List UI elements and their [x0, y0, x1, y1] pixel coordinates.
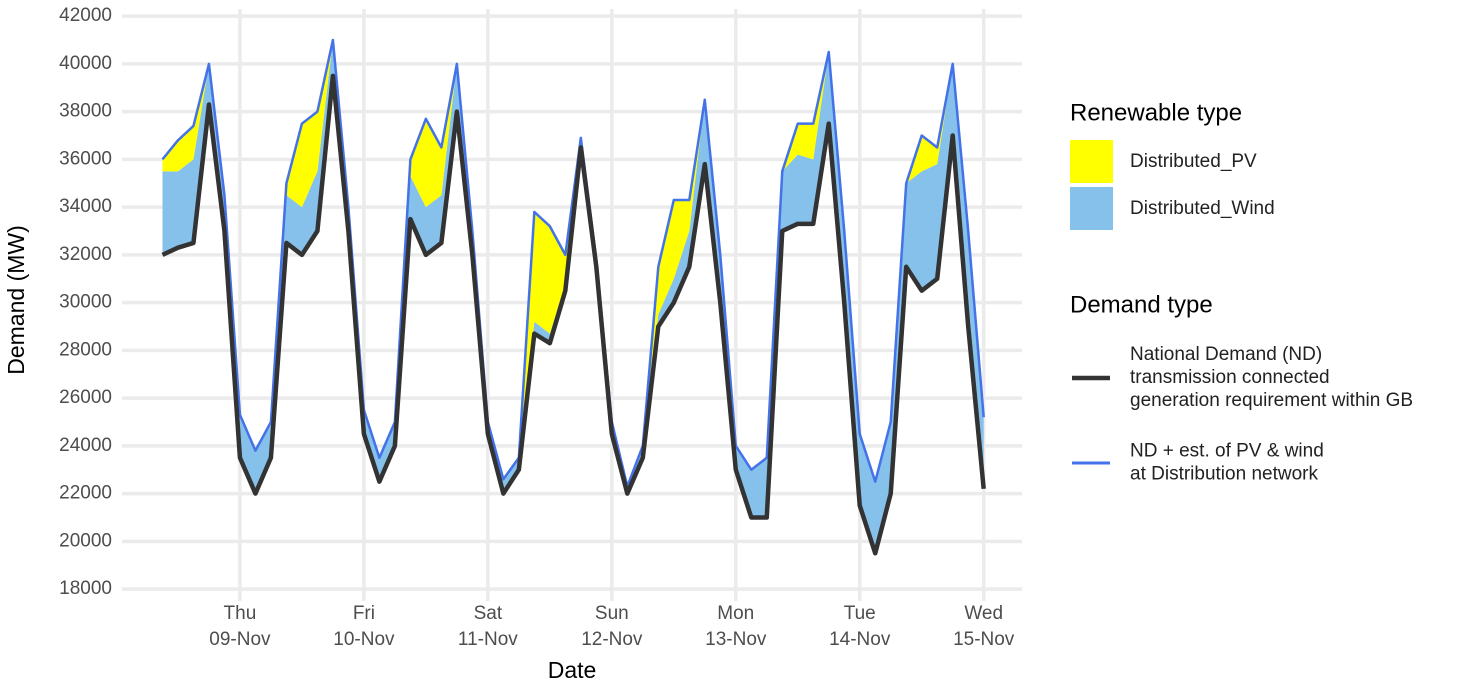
- legend-label: Distributed_PV: [1130, 151, 1257, 172]
- y-tick-label: 18000: [59, 578, 112, 599]
- y-tick-label: 30000: [59, 292, 112, 313]
- x-tick-label: Thu 09-Nov: [209, 603, 271, 650]
- y-tick-label: 26000: [59, 387, 112, 408]
- y-tick-label: 32000: [59, 244, 112, 265]
- y-tick-label: 42000: [59, 5, 112, 26]
- line: [161, 38, 985, 488]
- line: [161, 73, 986, 556]
- y-tick-label: 38000: [59, 101, 112, 122]
- y-tick-label: 22000: [59, 483, 112, 504]
- legend-label: ND + est. of PV & wind at Distribution ne…: [1130, 441, 1324, 485]
- x-tick-label: Mon 13-Nov: [705, 603, 767, 650]
- y-tick-label: 24000: [59, 435, 112, 456]
- x-tick-label: Sat 11-Nov: [458, 603, 518, 650]
- x-tick-label: Wed 15-Nov: [953, 603, 1015, 650]
- legend-title: Demand type: [1070, 291, 1213, 318]
- y-tick-label: 36000: [59, 148, 112, 169]
- y-tick-label: 34000: [59, 196, 112, 217]
- x-tick-label: Fri 10-Nov: [333, 603, 395, 650]
- x-axis-title: Date: [548, 657, 597, 683]
- y-tick-label: 40000: [59, 53, 112, 74]
- x-tick-label: Sun 12-Nov: [581, 603, 643, 650]
- legend-swatch: [1070, 140, 1113, 183]
- legend-label: National Demand (ND) transmission connect…: [1130, 344, 1413, 411]
- y-tick-label: 28000: [59, 339, 112, 360]
- y-tick-label: 20000: [59, 530, 112, 551]
- legend-title: Renewable type: [1070, 99, 1242, 126]
- x-tick-label: Tue 14-Nov: [829, 603, 891, 650]
- legend-swatch: [1070, 187, 1113, 230]
- legend-label: Distributed_Wind: [1130, 198, 1275, 219]
- y-axis-title: Demand (MW): [3, 225, 29, 375]
